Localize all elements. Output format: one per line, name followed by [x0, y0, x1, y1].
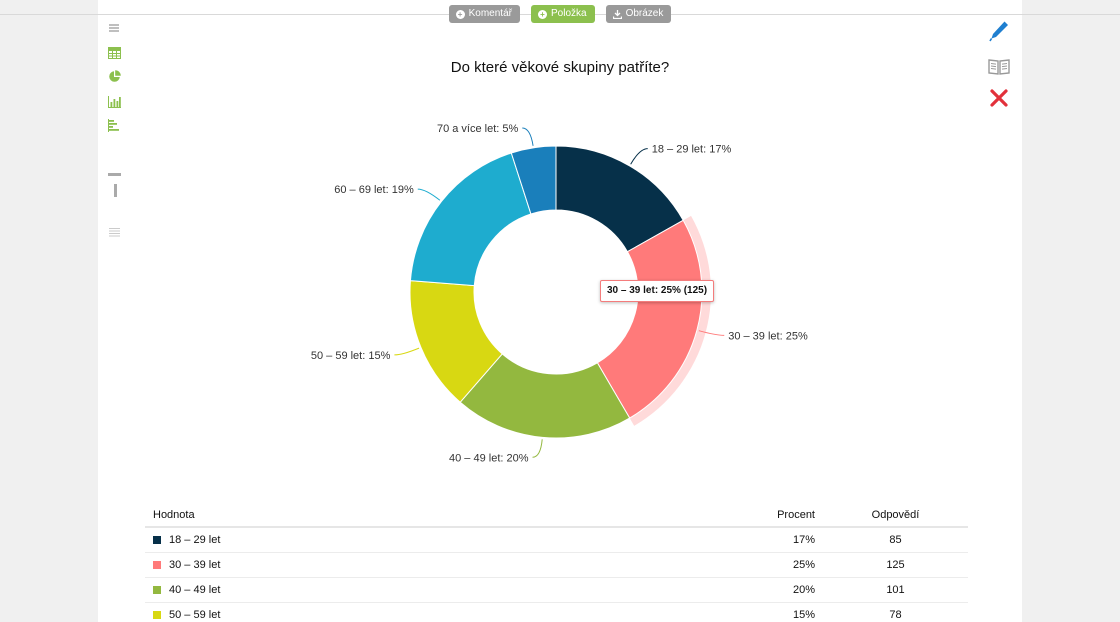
- vertical-layout-icon[interactable]: [108, 184, 122, 198]
- chart-tooltip: 30 – 39 let: 25% (125): [600, 280, 715, 302]
- leader-line: [532, 439, 543, 458]
- slice-hover-halo: [629, 215, 711, 426]
- text-lines-icon[interactable]: [108, 225, 122, 239]
- table-row: 18 – 29 let 17% 85: [145, 527, 968, 553]
- leader-line: [698, 330, 725, 336]
- add-comment-button[interactable]: + Komentář: [448, 5, 520, 23]
- header-value: Hodnota: [145, 503, 703, 528]
- row-percent: 20%: [703, 577, 823, 603]
- pie-slice-40-49-let[interactable]: [459, 353, 631, 439]
- row-label: 50 – 59 let: [169, 608, 221, 621]
- data-label: 30 – 39 let: 25%: [728, 330, 808, 342]
- add-image-button[interactable]: Obrázek: [605, 5, 672, 23]
- row-label: 30 – 39 let: [169, 558, 221, 571]
- pie-slice-60-69-let[interactable]: [409, 152, 532, 287]
- leader-line: [417, 188, 441, 201]
- data-label: 60 – 69 let: 19%: [334, 184, 414, 196]
- add-comment-label: Komentář: [468, 8, 512, 19]
- leader-line: [630, 148, 648, 165]
- color-swatch: [153, 535, 161, 544]
- color-swatch: [153, 610, 161, 619]
- data-label: 50 – 59 let: 15%: [311, 350, 391, 362]
- row-count: 125: [823, 552, 968, 578]
- leader-line: [394, 347, 420, 356]
- bar-chart-icon[interactable]: [108, 95, 122, 109]
- header-percent: Procent: [703, 503, 823, 528]
- table-row: 40 – 49 let 20% 101: [145, 577, 968, 603]
- row-count: 85: [823, 527, 968, 553]
- results-table: Hodnota Procent Odpovědí 18 – 29 let 17%…: [145, 503, 968, 622]
- add-image-label: Obrázek: [625, 8, 664, 19]
- book-icon[interactable]: [988, 55, 1010, 77]
- add-item-label: Položka: [550, 8, 587, 19]
- plus-circle-icon: +: [537, 9, 547, 19]
- close-icon[interactable]: [988, 87, 1010, 109]
- data-label: 18 – 29 let: 17%: [652, 144, 732, 156]
- row-label: 40 – 49 let: [169, 583, 221, 596]
- chart-title: Do které věkové skupiny patříte?: [450, 59, 670, 76]
- pencil-edit-icon[interactable]: [988, 20, 1010, 42]
- color-swatch: [153, 560, 161, 569]
- horizontal-bar-chart-icon[interactable]: [108, 119, 122, 133]
- menu-icon[interactable]: [108, 21, 122, 35]
- pie-slice-30-39-let[interactable]: [596, 219, 703, 419]
- header-answers: Odpovědí: [823, 503, 968, 528]
- data-label: 70 a více let: 5%: [437, 123, 519, 135]
- horizontal-layout-icon[interactable]: [108, 165, 122, 179]
- table-row: 30 – 39 let 25% 125: [145, 552, 968, 578]
- plus-circle-icon: +: [455, 9, 465, 19]
- row-count: 101: [823, 577, 968, 603]
- leader-line: [522, 127, 534, 146]
- table-header-row: Hodnota Procent Odpovědí: [145, 503, 968, 528]
- data-label: 40 – 49 let: 20%: [449, 452, 529, 464]
- download-icon: [612, 9, 622, 19]
- table-view-icon[interactable]: [108, 46, 122, 60]
- pie-slice-70-a-v-ce-let[interactable]: [510, 145, 557, 215]
- row-percent: 17%: [703, 527, 823, 553]
- row-count: 78: [823, 602, 968, 622]
- insert-toolbar: + Komentář + Položka Obrázek: [0, 5, 1120, 23]
- table-row: 50 – 59 let 15% 78: [145, 602, 968, 622]
- add-item-button[interactable]: + Položka: [530, 5, 595, 23]
- row-label: 18 – 29 let: [169, 533, 221, 546]
- row-percent: 25%: [703, 552, 823, 578]
- row-percent: 15%: [703, 602, 823, 622]
- pie-chart-icon[interactable]: [108, 70, 122, 84]
- color-swatch: [153, 585, 161, 594]
